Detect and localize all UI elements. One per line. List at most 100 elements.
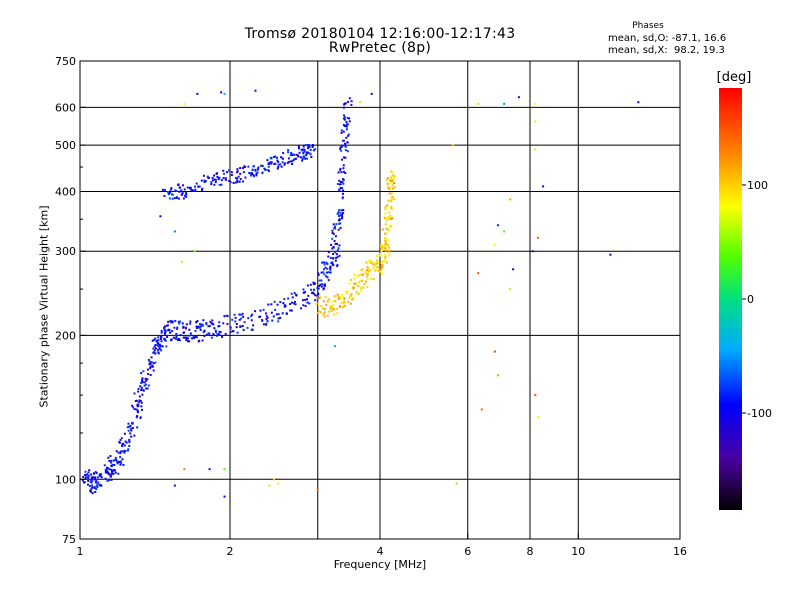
echo-point — [394, 186, 397, 189]
echo-point — [376, 266, 379, 269]
echo-point — [200, 179, 203, 182]
echo-point — [235, 322, 238, 325]
echo-point — [360, 286, 363, 289]
echo-point — [384, 247, 387, 250]
echo-point — [329, 256, 332, 259]
echo-point — [116, 462, 119, 465]
echo-point — [244, 176, 247, 179]
echo-point — [341, 144, 344, 147]
echo-point — [121, 444, 124, 447]
echo-point — [178, 186, 181, 189]
chart-subtitle: RwPretec (8p) — [328, 40, 432, 56]
echo-point — [301, 158, 304, 161]
echo-point — [222, 169, 225, 172]
echo-point — [252, 324, 255, 327]
echo-point — [321, 261, 324, 264]
echo-point — [223, 495, 226, 498]
echo-point — [276, 156, 279, 159]
echo-point — [217, 178, 220, 181]
echo-point — [141, 379, 144, 382]
echo-point — [168, 329, 171, 332]
echo-point — [202, 174, 205, 177]
echo-point — [153, 349, 156, 352]
x-tick-label: 10 — [571, 545, 585, 558]
echo-point — [222, 172, 225, 175]
echo-point — [380, 272, 383, 275]
echo-point — [386, 239, 389, 242]
colorbar-tick-label: 100 — [747, 179, 768, 192]
echo-point — [169, 190, 172, 193]
echo-point — [255, 172, 258, 175]
echo-point — [197, 185, 200, 188]
echo-point — [340, 171, 343, 174]
echo-point — [322, 288, 325, 291]
echo-point — [384, 241, 387, 244]
echo-point — [372, 264, 375, 267]
echo-point — [282, 152, 285, 155]
echo-point — [111, 463, 114, 466]
echo-point — [91, 486, 94, 489]
echo-point — [313, 282, 316, 285]
echo-point — [133, 408, 136, 411]
echo-point — [336, 263, 339, 266]
echo-point — [323, 263, 326, 266]
echo-point — [128, 441, 131, 444]
echo-point — [113, 469, 116, 472]
echo-point — [256, 171, 259, 174]
echo-point — [269, 161, 272, 164]
echo-point — [267, 165, 270, 168]
echo-point — [348, 282, 351, 285]
echo-point — [266, 316, 269, 319]
echo-point — [340, 145, 343, 148]
echo-point — [384, 259, 387, 262]
echo-point — [281, 312, 284, 315]
echo-point — [343, 124, 346, 127]
echo-point — [385, 232, 388, 235]
echo-point — [119, 456, 122, 459]
echo-point — [311, 145, 314, 148]
echo-point — [94, 481, 97, 484]
echo-point — [341, 296, 344, 299]
echo-point — [346, 123, 349, 126]
echo-point — [318, 310, 321, 313]
echo-point — [293, 153, 296, 156]
echo-point — [332, 223, 335, 226]
echo-point — [509, 198, 512, 201]
echo-point — [99, 473, 102, 476]
echo-point — [115, 460, 118, 463]
echo-point — [290, 292, 293, 295]
echo-point — [387, 218, 390, 221]
echo-point — [106, 479, 109, 482]
echo-point — [193, 185, 196, 188]
echo-point — [359, 273, 362, 276]
echo-point — [301, 149, 304, 152]
echo-point — [171, 330, 174, 333]
echo-point — [367, 270, 370, 273]
echo-point — [346, 141, 349, 144]
echo-point — [340, 129, 343, 132]
echo-point — [292, 153, 295, 156]
echo-point — [331, 237, 334, 240]
echo-point — [118, 441, 121, 444]
echo-point — [175, 189, 178, 192]
echo-point — [383, 217, 386, 220]
echo-point — [201, 324, 204, 327]
echo-point — [104, 470, 107, 473]
echo-point — [370, 92, 373, 95]
echo-point — [319, 283, 322, 286]
echo-point — [274, 162, 277, 165]
echo-point — [279, 301, 282, 304]
echo-point — [309, 148, 312, 151]
echo-point — [330, 309, 333, 312]
echo-point — [176, 326, 179, 329]
echo-point — [137, 401, 140, 404]
echo-point — [110, 464, 113, 467]
echo-point — [160, 336, 163, 339]
echo-point — [536, 236, 539, 239]
echo-point — [137, 390, 140, 393]
echo-point — [366, 267, 369, 270]
echo-point — [108, 459, 111, 462]
echo-point — [93, 486, 96, 489]
echo-point — [269, 157, 272, 160]
echo-point — [388, 192, 391, 195]
